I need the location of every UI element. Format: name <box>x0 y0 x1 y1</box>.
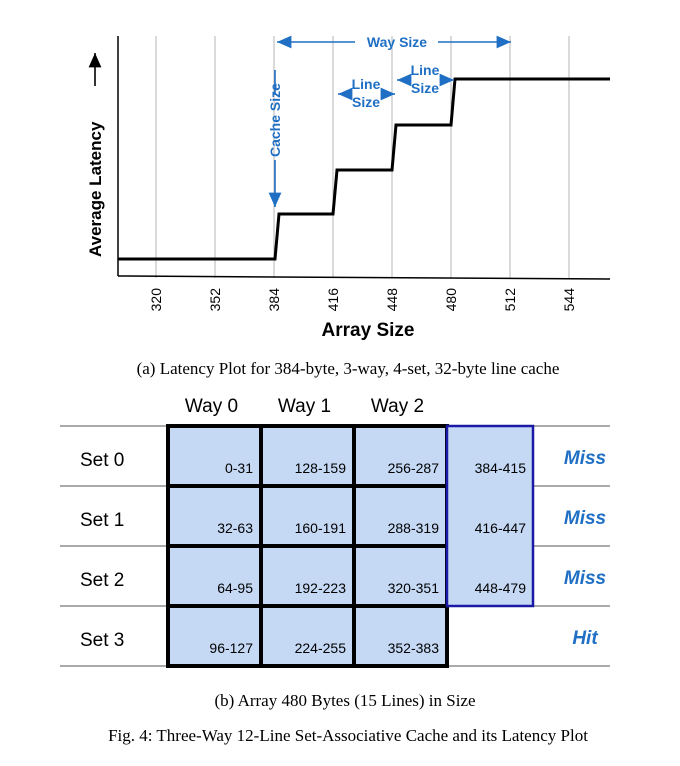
way-headers: Way 0 Way 1 Way 2 <box>185 396 424 417</box>
x-tick-label: 480 <box>443 288 459 312</box>
x-tick-label: 416 <box>325 288 341 312</box>
way-header: Way 2 <box>371 396 424 417</box>
cache-cell-range: 160-191 <box>295 520 347 536</box>
extra-column-cells: 384-415 416-447 448-479 <box>445 424 535 608</box>
set-label: Set 3 <box>80 630 124 651</box>
line-size-1-label-bottom: Size <box>352 94 380 110</box>
cache-cell <box>166 484 263 548</box>
caption-b: (b) Array 480 Bytes (15 Lines) in Size <box>214 691 475 710</box>
cache-cell-range: 352-383 <box>388 640 440 656</box>
set-label: Set 0 <box>80 450 124 471</box>
cache-cell-range: 224-255 <box>295 640 347 656</box>
cache-cell-range: 32-63 <box>217 520 253 536</box>
cache-cell <box>259 484 356 548</box>
latency-plot: 320 352 384 416 448 480 512 544 Average Latency… <box>86 34 611 341</box>
extra-cell <box>447 486 533 546</box>
cache-cell-range: 256-287 <box>388 460 440 476</box>
extra-cell <box>447 426 533 486</box>
plot-gridlines <box>155 36 570 278</box>
line-size-2-label-top: Line <box>411 62 440 78</box>
figure-caption: Fig. 4: Three-Way 12-Line Set-Associativ… <box>108 726 588 745</box>
x-tick-label: 448 <box>384 288 400 312</box>
cache-cell <box>352 424 449 488</box>
cache-cell <box>352 604 449 668</box>
cache-cell <box>352 484 449 548</box>
x-tick-label: 320 <box>148 288 164 312</box>
x-tick-label: 544 <box>561 288 577 312</box>
x-tick-labels: 320 352 384 416 448 480 512 544 <box>148 288 577 312</box>
caption-a: (a) Latency Plot for 384-byte, 3-way, 4-… <box>137 359 560 378</box>
x-axis-label: Array Size <box>322 320 415 341</box>
cache-cell <box>166 424 263 488</box>
cache-cell-range: 192-223 <box>295 580 347 596</box>
extra-cell-range: 384-415 <box>475 460 527 476</box>
cache-cell-range: 128-159 <box>295 460 347 476</box>
grid-cells: 0-31 128-159 256-287 32-63 160-191 288-319 64-… <box>166 424 449 668</box>
way-header: Way 0 <box>185 396 238 417</box>
cache-cell <box>166 544 263 608</box>
status-label: Hit <box>572 628 598 649</box>
cache-cell <box>259 604 356 668</box>
extra-cell <box>447 546 533 606</box>
status-label: Miss <box>564 568 606 589</box>
set-labels: Set 0 Set 1 Set 2 Set 3 <box>80 450 124 651</box>
way-header: Way 1 <box>278 396 331 417</box>
cache-cell-range: 96-127 <box>209 640 253 656</box>
way-size-label: Way Size <box>367 34 427 50</box>
line-size-2-label-bottom: Size <box>411 80 439 96</box>
cache-cell <box>259 424 356 488</box>
cache-cell <box>352 544 449 608</box>
cache-cell <box>166 604 263 668</box>
status-labels: Miss Miss Miss Hit <box>564 448 606 649</box>
extra-cell-range: 448-479 <box>475 580 527 596</box>
cache-cell <box>259 544 356 608</box>
x-tick-label: 384 <box>266 288 282 312</box>
status-label: Miss <box>564 448 606 469</box>
extra-column-border <box>445 424 535 608</box>
cache-cell-range: 288-319 <box>388 520 440 536</box>
cache-grid: Way 0 Way 1 Way 2 0-31 128-159 256-287 32-63 1… <box>60 396 610 668</box>
line-size-1-label-top: Line <box>352 76 381 92</box>
cache-cell-range: 0-31 <box>225 460 253 476</box>
latency-step-line <box>118 77 610 261</box>
cache-cell-range: 64-95 <box>217 580 253 596</box>
extra-cell-range: 416-447 <box>475 520 527 536</box>
status-label: Miss <box>564 508 606 529</box>
x-tick-label: 352 <box>207 288 223 312</box>
set-label: Set 1 <box>80 510 124 531</box>
y-axis-label: Average Latency <box>86 121 105 257</box>
cache-size-label: Cache Size <box>267 83 283 157</box>
x-tick-label: 512 <box>502 288 518 312</box>
cache-cell-range: 320-351 <box>388 580 440 596</box>
set-label: Set 2 <box>80 570 124 591</box>
x-axis <box>117 275 611 280</box>
